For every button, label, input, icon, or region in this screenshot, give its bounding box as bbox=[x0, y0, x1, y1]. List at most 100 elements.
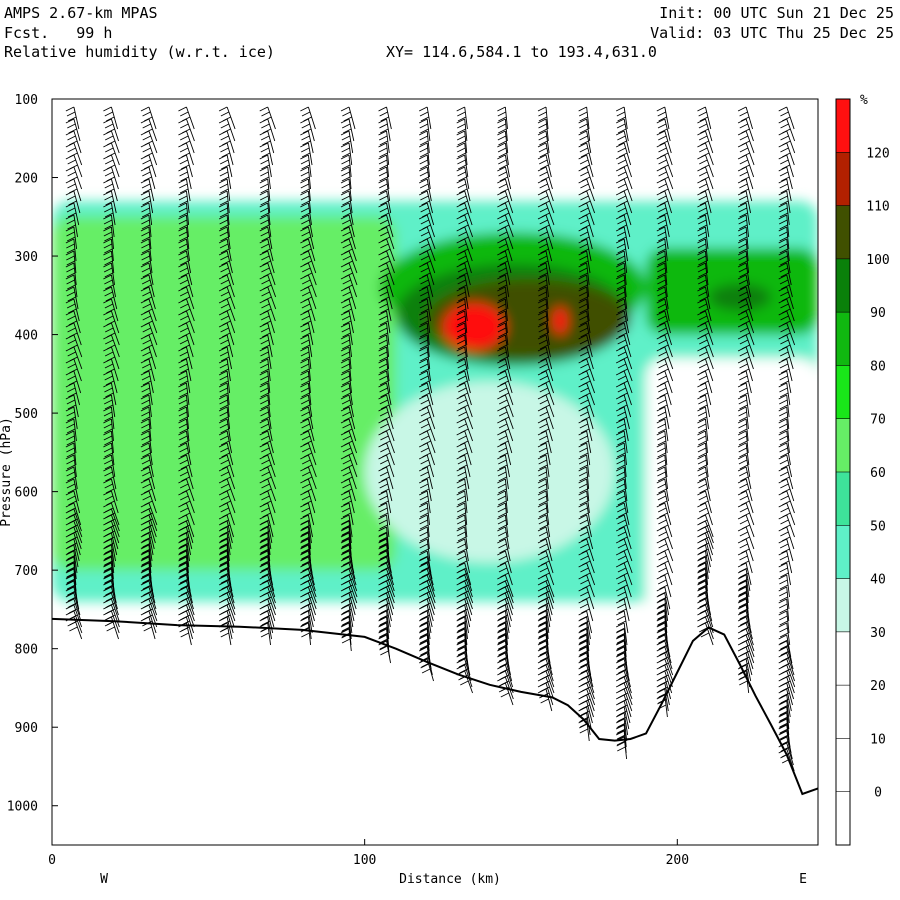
barb-flag bbox=[141, 423, 150, 429]
barb-flag bbox=[341, 363, 350, 369]
barb-flag bbox=[698, 495, 708, 501]
wind-barb bbox=[504, 682, 514, 706]
wind-barb bbox=[705, 358, 714, 382]
wind-barb bbox=[307, 406, 314, 430]
barb-flag bbox=[697, 106, 706, 112]
wind-barb bbox=[586, 706, 592, 730]
barb-flag bbox=[259, 490, 268, 496]
barb-flag bbox=[617, 579, 626, 585]
wind-barb bbox=[745, 346, 754, 370]
wind-barb bbox=[110, 514, 120, 538]
barb-flag bbox=[65, 580, 75, 586]
wind-barb bbox=[786, 322, 796, 346]
wind-barb bbox=[704, 238, 708, 262]
wind-barb bbox=[148, 598, 158, 622]
wind-barb bbox=[226, 514, 234, 538]
barb-flag bbox=[457, 164, 467, 170]
wind-barb bbox=[664, 118, 671, 142]
wind-barb bbox=[705, 346, 714, 370]
barb-flag bbox=[738, 603, 747, 609]
barb-flag bbox=[456, 214, 465, 220]
barb-flag bbox=[420, 663, 429, 669]
wind-barb bbox=[426, 358, 432, 382]
barb-flag bbox=[657, 452, 666, 458]
wind-barb bbox=[786, 178, 792, 202]
barb-flag bbox=[104, 224, 113, 230]
barb-flag bbox=[456, 652, 465, 658]
barb-flag bbox=[103, 267, 113, 273]
barb-flag bbox=[698, 399, 707, 405]
barb-flag bbox=[457, 267, 467, 273]
barb-flag bbox=[380, 488, 390, 494]
barb-flag bbox=[739, 483, 748, 489]
barb-flag bbox=[657, 411, 666, 417]
barb-flag bbox=[537, 514, 547, 520]
barb-flag bbox=[537, 262, 547, 268]
barb-flag bbox=[104, 212, 114, 218]
barb-flag bbox=[261, 255, 270, 261]
barb-flag bbox=[260, 632, 270, 638]
barb-flag bbox=[538, 627, 547, 633]
barb-flag bbox=[698, 578, 707, 584]
barb-flag bbox=[419, 159, 428, 165]
barb-flag bbox=[219, 243, 229, 249]
barb-flag bbox=[180, 507, 189, 513]
barb-flag bbox=[261, 344, 270, 350]
wind-barb bbox=[73, 514, 83, 538]
barb-flag bbox=[378, 562, 387, 568]
wind-barb bbox=[73, 130, 82, 154]
barb-flag bbox=[219, 548, 229, 554]
barb-flag bbox=[617, 399, 626, 405]
barb-flag bbox=[656, 250, 666, 256]
barb-flag bbox=[140, 406, 150, 412]
barb-flag bbox=[617, 260, 626, 266]
barb-flag bbox=[780, 380, 789, 386]
barb-flag bbox=[578, 658, 587, 664]
barb-flag bbox=[103, 454, 112, 460]
wind-barb bbox=[705, 382, 712, 406]
wind-barb bbox=[267, 334, 273, 358]
barb-flag bbox=[67, 123, 76, 129]
barb-flag bbox=[261, 495, 270, 501]
barb-flag bbox=[699, 116, 709, 122]
wind-barb bbox=[664, 598, 669, 622]
y-tick-label: 500 bbox=[15, 407, 38, 422]
wind-barb bbox=[623, 382, 632, 406]
barb-flag bbox=[778, 190, 787, 196]
barb-flag bbox=[778, 562, 787, 568]
x-end-label-east: E bbox=[799, 872, 807, 887]
barb-flag bbox=[260, 525, 269, 531]
barb-flag bbox=[220, 459, 229, 465]
barb-flag bbox=[300, 370, 309, 376]
barb-flag bbox=[218, 106, 228, 112]
barb-flag bbox=[104, 428, 113, 434]
barb-flag bbox=[260, 621, 269, 627]
wind-barb bbox=[545, 118, 549, 142]
barb-flag bbox=[418, 568, 428, 574]
barb-flag bbox=[697, 411, 707, 417]
wind-barb bbox=[348, 478, 356, 502]
barb-flag bbox=[178, 604, 187, 610]
barb-flag bbox=[103, 544, 112, 550]
barb-flag bbox=[378, 543, 388, 549]
barb-flag bbox=[418, 106, 428, 112]
barb-flag bbox=[302, 236, 312, 242]
barb-flag bbox=[778, 430, 787, 436]
barb-flag bbox=[218, 526, 228, 532]
field-name: Relative humidity (w.r.t. ice) bbox=[4, 43, 275, 61]
wind-barb bbox=[504, 346, 511, 370]
wind-barb bbox=[185, 178, 191, 202]
barb-flag bbox=[740, 116, 750, 122]
barb-flag bbox=[67, 116, 77, 122]
barb-flag bbox=[739, 351, 748, 357]
barb-flag bbox=[141, 279, 151, 285]
barb-flag bbox=[218, 118, 228, 124]
wind-barb bbox=[73, 298, 80, 322]
barb-flag bbox=[65, 178, 75, 184]
barb-flag bbox=[218, 544, 228, 550]
wind-barb bbox=[386, 154, 389, 178]
wind-barb bbox=[704, 226, 709, 250]
barb-flag bbox=[259, 298, 268, 304]
wind-barb bbox=[226, 166, 232, 190]
barb-flag bbox=[259, 142, 268, 148]
